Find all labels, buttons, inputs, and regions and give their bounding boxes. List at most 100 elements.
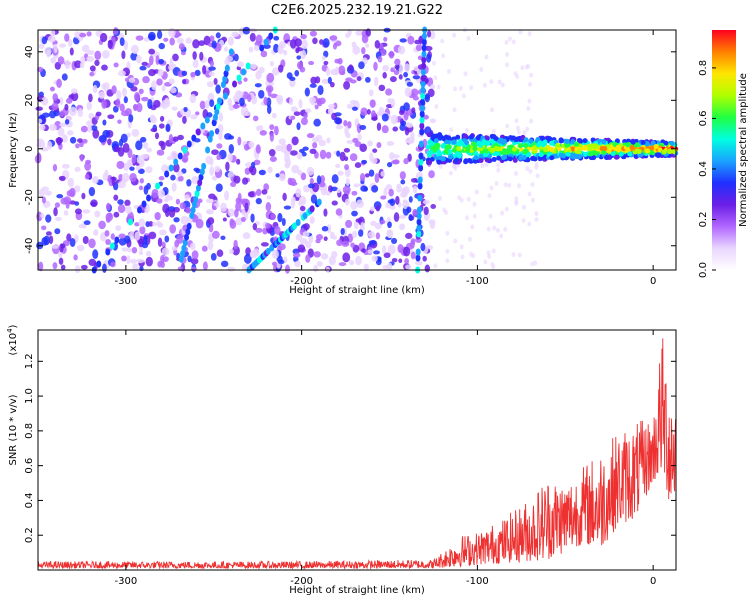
- spectrogram-cell: [361, 159, 368, 165]
- spectrogram-cell: [120, 133, 128, 144]
- spectrogram-cell: [179, 202, 186, 210]
- spectrogram-cell: [309, 148, 317, 155]
- spectrogram-streak-cell: [220, 81, 226, 89]
- spectrogram-cell: [156, 221, 162, 227]
- spectrogram-streak-cell: [155, 182, 161, 190]
- spectrogram-cell: [269, 132, 275, 142]
- spectrogram-signal-cell: [630, 139, 636, 145]
- spectrogram-cell: [259, 130, 267, 136]
- spectrogram-cell: [92, 84, 98, 94]
- spectrogram-streak-cell: [173, 158, 179, 166]
- spectrogram-cell: [355, 255, 362, 266]
- spectrogram-streak-cell: [415, 254, 421, 262]
- spectrogram-cell: [426, 30, 432, 38]
- spectrogram-cell: [118, 180, 126, 189]
- spectrogram-cell: [395, 195, 400, 205]
- spectrogram-cell: [380, 219, 386, 224]
- spectrogram-streak-cell: [416, 230, 422, 238]
- spectrogram-cell: [176, 170, 183, 177]
- spectrogram-cell: [143, 141, 149, 149]
- spectrogram-cell: [316, 261, 323, 267]
- spectrogram-cell: [387, 230, 393, 238]
- spectrogram-cell: [99, 32, 108, 43]
- spectrogram-signal-cell: [653, 144, 659, 150]
- spectrogram-streak-cell: [268, 32, 274, 40]
- spectrogram-cell: [381, 113, 389, 122]
- spectrogram-cell: [44, 190, 52, 196]
- spectrogram-cell: [290, 115, 296, 120]
- spectrogram-cell: [388, 152, 395, 160]
- spectrogram-cell: [227, 152, 233, 162]
- spectrogram-cell: [410, 251, 416, 260]
- spectrogram-cell: [379, 49, 387, 57]
- spectrogram-cell: [230, 181, 237, 187]
- spectrogram-streak-cell: [420, 80, 426, 88]
- spectrogram-cell: [79, 61, 85, 69]
- spectrogram-cell: [170, 174, 176, 181]
- spectrogram-cell: [78, 224, 86, 229]
- spectrogram-cell: [405, 264, 412, 270]
- spectrogram-cell: [391, 160, 399, 165]
- spectrogram-cell: [140, 136, 147, 143]
- spectrogram-cell: [396, 185, 403, 193]
- spectrogram-signal-cell: [463, 159, 469, 165]
- spectrogram-cell: [192, 51, 197, 60]
- spectrogram-cell: [294, 260, 301, 268]
- spectrogram-cell: [58, 257, 64, 265]
- spectrogram-cell: [304, 87, 310, 97]
- spectrogram-signal-cell: [468, 134, 474, 140]
- spectrogram-cell: [117, 119, 122, 124]
- spectrogram-cell: [368, 169, 375, 177]
- spectrogram-cell: [528, 81, 533, 87]
- spectrogram-cell: [261, 189, 268, 195]
- spectrogram-streak-cell: [421, 32, 427, 40]
- spectrogram-cell: [130, 52, 138, 61]
- spectrogram-cell: [148, 55, 154, 66]
- spectrogram-cell: [41, 196, 46, 204]
- spectrogram-cell: [389, 204, 396, 210]
- spectrogram-cell: [430, 84, 435, 90]
- spectrogram-cell: [266, 195, 272, 200]
- spectrogram-cell: [360, 107, 368, 116]
- spectrogram-cell: [410, 131, 415, 140]
- spectrogram-cell: [139, 177, 144, 184]
- spectrogram-cell: [412, 75, 421, 80]
- spectrogram-cell: [150, 128, 158, 133]
- spectrogram-cell: [460, 254, 465, 260]
- spectrogram-cell: [275, 173, 280, 178]
- spectrogram-cell: [158, 42, 165, 50]
- spectrogram-signal-cell: [448, 154, 454, 160]
- spectrogram-cell: [339, 151, 346, 162]
- spectrogram-streak-cell: [419, 104, 425, 112]
- spectrogram-streak-cell: [201, 162, 207, 170]
- spectrogram-cell: [74, 265, 81, 274]
- spectrogram-cell: [82, 209, 91, 214]
- spectrogram-streak-cell: [245, 62, 251, 70]
- spectrogram-signal-cell: [591, 150, 597, 156]
- spectrogram-cell: [342, 185, 351, 195]
- spectrogram-cell: [361, 34, 369, 44]
- spectrogram-cell: [263, 183, 270, 191]
- spectrogram-cell: [483, 259, 488, 265]
- spectrogram-signal-cell: [582, 145, 588, 151]
- spectrogram-streak-cell: [181, 244, 187, 252]
- spectrogram-cell: [206, 112, 213, 118]
- spectrogram-streak-cell: [186, 140, 192, 148]
- spectrogram-cell: [514, 196, 519, 202]
- spectrogram-cell: [299, 205, 306, 212]
- spectrogram-cell: [181, 168, 187, 174]
- spectrogram-streak-cell: [228, 48, 234, 56]
- spectrogram-cell: [164, 97, 170, 107]
- spectrogram-signal-cell: [451, 139, 457, 145]
- spectrogram-cell: [398, 63, 404, 74]
- spectrogram-cell: [434, 104, 439, 110]
- spectrogram-cell: [374, 39, 380, 49]
- spectrogram-signal-cell: [504, 149, 510, 155]
- spectrogram-cell: [458, 85, 463, 91]
- spectrogram-cell: [308, 96, 316, 104]
- spectrogram-cell: [177, 175, 184, 182]
- spectrogram-signal-cell: [558, 152, 564, 158]
- spectrogram-cell: [117, 204, 126, 214]
- spectrogram-signal-cell: [636, 148, 642, 154]
- spectrogram-cell: [404, 63, 410, 73]
